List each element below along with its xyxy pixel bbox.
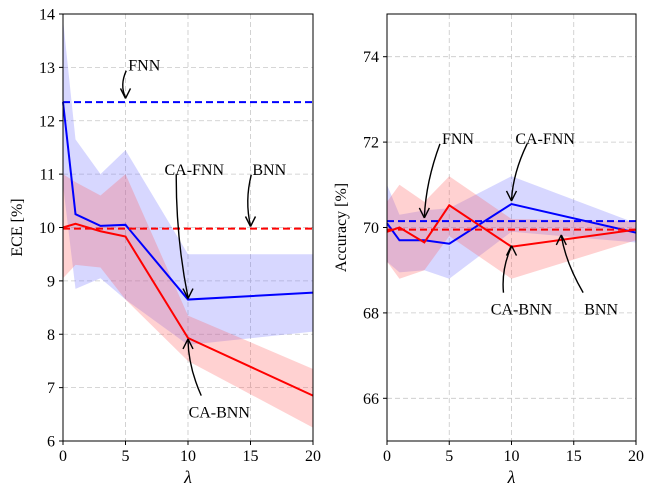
annotation-arrowhead bbox=[555, 234, 567, 246]
y-tick-label: 7 bbox=[47, 380, 55, 397]
accuracy-chart-panel: 0 5 10 15 20 66 68 70 72 74 λ Accuracy [%] FNN CA-FNN… bbox=[333, 13, 644, 487]
y-tick-label: 8 bbox=[47, 327, 55, 344]
ca-fnn-line bbox=[62, 101, 314, 301]
annotation-fnn-label: FNN bbox=[128, 58, 160, 75]
annotation-arrow bbox=[560, 235, 584, 293]
annotation-arrowhead bbox=[244, 216, 257, 227]
annotation-arrowhead bbox=[505, 245, 518, 256]
x-tick-label: 5 bbox=[122, 448, 130, 465]
ca-fnn-line bbox=[386, 202, 637, 245]
ca-bnn-line bbox=[62, 222, 314, 397]
annotation-arrowhead bbox=[182, 338, 194, 350]
y-axis-label: Accuracy [%] bbox=[333, 183, 350, 272]
y-tick-label: 11 bbox=[40, 167, 55, 184]
ece-chart-panel: 0 5 10 15 20 6 7 8 9 10 11 12 13 14 λ ECE [%] FNN CA-FNN B… bbox=[9, 7, 321, 488]
y-tick-label: 12 bbox=[39, 113, 55, 130]
x-tick-label: 20 bbox=[305, 448, 321, 465]
x-axis-label: λ bbox=[183, 467, 192, 487]
ca-bnn-band bbox=[387, 176, 636, 279]
annotation-arrow bbox=[423, 143, 441, 217]
ca-fnn-band bbox=[63, 19, 313, 345]
y-tick-label: 66 bbox=[363, 391, 379, 408]
annotation-arrow bbox=[247, 174, 252, 226]
annotation-ca-fnn-label: CA-FNN bbox=[164, 162, 224, 179]
x-tick-label: 15 bbox=[243, 448, 259, 465]
y-tick-label: 6 bbox=[47, 434, 55, 451]
y-tick-label: 74 bbox=[363, 49, 379, 66]
annotation-arrowhead bbox=[119, 88, 132, 99]
annotation-arrowhead bbox=[182, 288, 194, 299]
x-tick-label: 5 bbox=[445, 448, 453, 465]
annotation-arrowhead bbox=[418, 207, 430, 219]
annotation-fnn-label: FNN bbox=[442, 131, 474, 148]
annotation-bnn-label: BNN bbox=[252, 162, 286, 179]
x-axis-label: λ bbox=[507, 467, 516, 487]
x-tick-label: 0 bbox=[59, 448, 67, 465]
y-tick-label: 68 bbox=[363, 305, 379, 322]
y-tick-label: 14 bbox=[39, 7, 55, 24]
x-tick-label: 10 bbox=[180, 448, 196, 465]
ca-bnn-line bbox=[386, 203, 637, 248]
annotation-arrow bbox=[187, 339, 202, 396]
y-tick-label: 70 bbox=[363, 220, 379, 237]
y-tick-label: 9 bbox=[47, 273, 55, 290]
x-tick-label: 15 bbox=[566, 448, 582, 465]
annotation-arrowhead bbox=[505, 190, 518, 202]
annotation-arrow bbox=[510, 143, 528, 200]
annotation-ca-bnn-label: CA-BNN bbox=[189, 405, 251, 422]
y-tick-label: 72 bbox=[363, 135, 379, 152]
x-tick-label: 10 bbox=[504, 448, 520, 465]
annotation-ca-bnn-label: CA-BNN bbox=[491, 302, 553, 319]
ca-fnn-band bbox=[387, 176, 636, 279]
annotation-ca-fnn-label: CA-FNN bbox=[515, 131, 575, 148]
annotation-arrow bbox=[175, 174, 189, 298]
y-tick-label: 13 bbox=[39, 60, 55, 77]
x-tick-label: 0 bbox=[383, 448, 391, 465]
y-tick-label: 10 bbox=[39, 220, 55, 237]
y-axis-label: ECE [%] bbox=[9, 198, 26, 256]
x-tick-label: 20 bbox=[628, 448, 644, 465]
annotation-bnn-label: BNN bbox=[584, 302, 618, 319]
